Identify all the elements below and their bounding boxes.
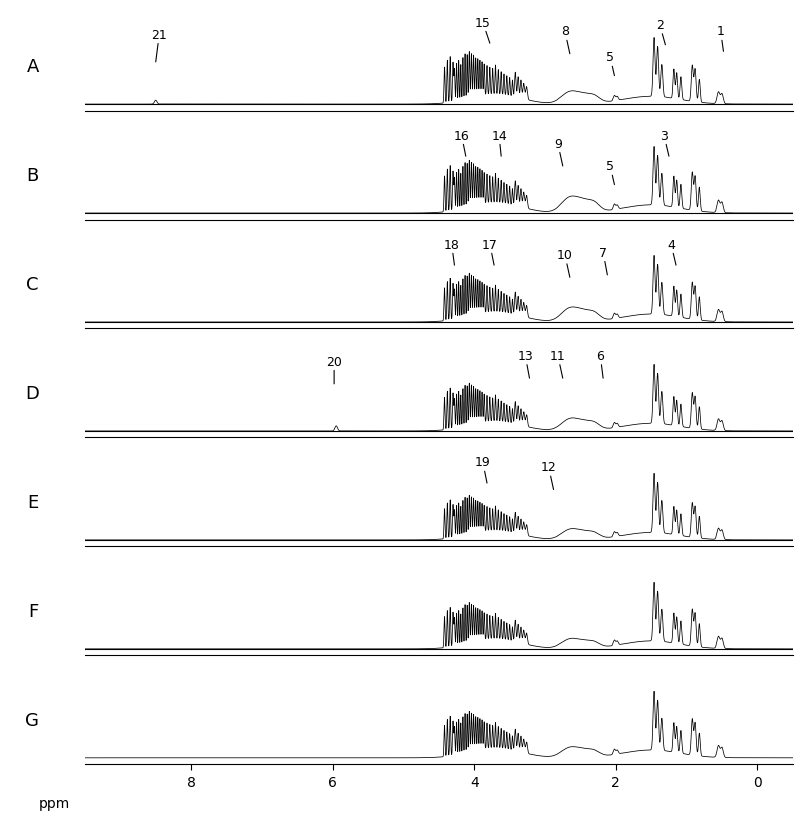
Text: 19: 19 [475, 456, 490, 484]
Text: 21: 21 [151, 29, 167, 63]
Text: C: C [27, 276, 39, 293]
Text: 5: 5 [606, 51, 614, 76]
Text: 3: 3 [660, 129, 669, 157]
Text: 20: 20 [326, 355, 342, 384]
Text: G: G [25, 710, 39, 729]
Text: A: A [27, 58, 39, 76]
Text: 15: 15 [475, 17, 491, 44]
Text: D: D [25, 384, 39, 402]
Text: 18: 18 [443, 238, 460, 266]
Text: 10: 10 [557, 248, 573, 278]
Text: 5: 5 [606, 161, 614, 185]
Text: 17: 17 [482, 238, 498, 266]
Text: ppm: ppm [39, 796, 70, 810]
Text: E: E [28, 493, 39, 511]
Text: 1: 1 [717, 26, 725, 52]
Text: 12: 12 [540, 460, 557, 490]
Text: 9: 9 [554, 137, 563, 166]
Text: 16: 16 [454, 129, 469, 157]
Text: F: F [28, 602, 39, 620]
Text: 8: 8 [561, 26, 570, 55]
Text: 7: 7 [599, 247, 608, 276]
Text: 13: 13 [518, 349, 533, 378]
Text: 4: 4 [667, 238, 676, 266]
Text: B: B [27, 166, 39, 185]
Text: 14: 14 [491, 129, 507, 157]
Text: 6: 6 [596, 349, 604, 378]
Text: 11: 11 [550, 349, 565, 378]
Text: 2: 2 [656, 19, 665, 46]
